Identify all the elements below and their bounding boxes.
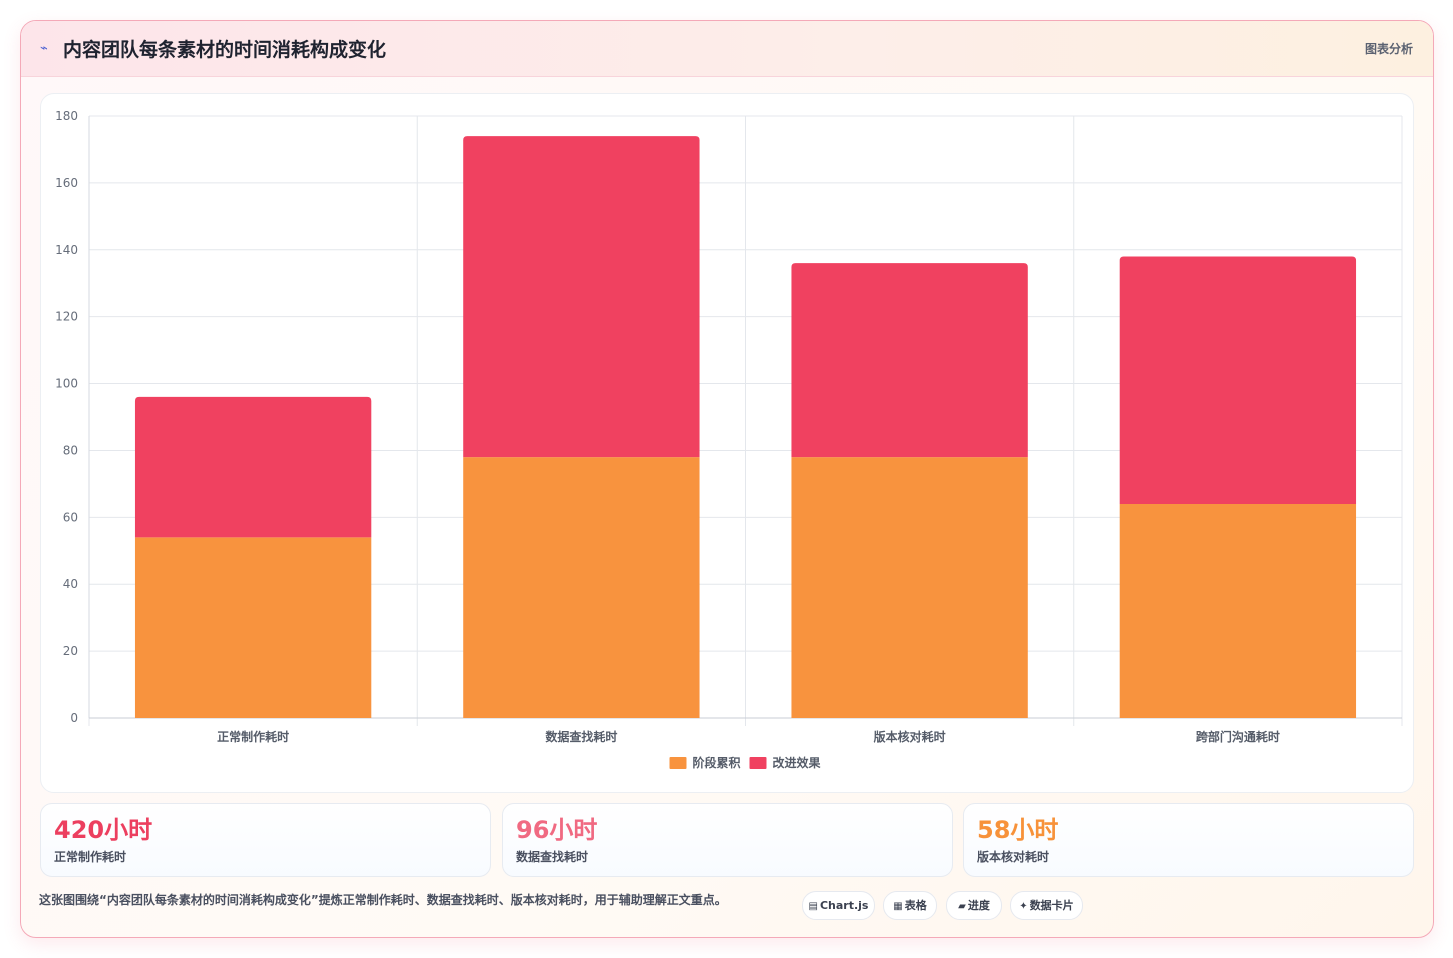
stacked-bar-chart: 0 20 40 60 80 100 120 140 160 180 正常制作耗时 数据查找耗时 版本核对… [55, 109, 1403, 770]
pill-table[interactable]: ▦ 表格 [883, 891, 937, 920]
y-tick-label: 80 [63, 443, 78, 457]
chart-panel: 0 20 40 60 80 100 120 140 160 180 正常制作耗时 数据查找耗时 版本核对… [40, 93, 1414, 793]
bar-segment [134, 396, 372, 538]
card-header: ⌁ 内容团队每条素材的时间消耗构成变化 图表分析 [21, 21, 1433, 77]
progress-icon: ▰ [958, 901, 966, 912]
chart-analysis-tag: 图表分析 [1364, 42, 1413, 56]
bar-segment [463, 136, 700, 458]
stat-label: 版本核对耗时 [977, 850, 1050, 864]
bar-segment [791, 263, 1028, 458]
stat-label: 数据查找耗时 [516, 850, 589, 864]
stat-value: 96小时 [516, 816, 598, 844]
y-tick-label: 180 [55, 109, 78, 123]
y-tick-label: 100 [55, 377, 78, 391]
y-tick-label: 60 [63, 510, 78, 524]
bar-segment [463, 457, 700, 718]
x-tick-label: 数据查找耗时 [545, 729, 617, 744]
bar-segment [1119, 503, 1357, 718]
page-title: 内容团队每条素材的时间消耗构成变化 [63, 39, 387, 61]
y-tick-label: 20 [63, 644, 78, 658]
chart-card: ⌁ 内容团队每条素材的时间消耗构成变化 图表分析 0 20 40 60 80 100 120… [20, 20, 1434, 938]
bar-segment [134, 537, 372, 718]
legend-swatch [749, 757, 767, 769]
chart-description: 这张图围绕“内容团队每条素材的时间消耗构成变化”提炼正常制作耗时、数据查找耗时、… [39, 893, 727, 907]
y-tick-label: 120 [55, 310, 78, 324]
pill-progress[interactable]: ▰ 进度 [946, 891, 1002, 920]
stat-card-1: 420小时 正常制作耗时 [40, 803, 491, 877]
bar-segment [791, 457, 1028, 718]
bar-segment [1119, 256, 1357, 504]
y-tick-label: 0 [70, 711, 78, 725]
x-tick-label: 正常制作耗时 [217, 729, 289, 744]
legend-swatch [669, 757, 687, 769]
legend-label: 改进效果 [773, 755, 821, 770]
trend-line-icon: ⌁ [40, 41, 48, 56]
chart-icon: ▤ [808, 901, 818, 912]
y-tick-label: 160 [55, 176, 78, 190]
stat-card-3: 58小时 版本核对耗时 [963, 803, 1414, 877]
pill-label: Chart.js [819, 899, 869, 912]
pill-data-card[interactable]: ✦ 数据卡片 [1010, 891, 1083, 920]
stat-card-2: 96小时 数据查找耗时 [502, 803, 953, 877]
sparkle-icon: ✦ [1019, 901, 1028, 912]
x-tick-label: 跨部门沟通耗时 [1196, 729, 1280, 744]
stat-value: 58小时 [977, 816, 1059, 844]
pill-label: 表格 [904, 899, 927, 912]
pill-chartjs[interactable]: ▤ Chart.js [802, 891, 875, 920]
stat-label: 正常制作耗时 [54, 850, 127, 864]
pill-label: 数据卡片 [1029, 899, 1074, 912]
y-tick-label: 140 [55, 243, 78, 257]
stat-value: 420小时 [54, 816, 153, 844]
x-tick-label: 版本核对耗时 [874, 729, 946, 744]
y-tick-label: 40 [63, 577, 78, 591]
legend-label: 阶段累积 [693, 755, 741, 770]
table-icon: ▦ [893, 901, 903, 912]
pill-label: 进度 [967, 899, 990, 912]
